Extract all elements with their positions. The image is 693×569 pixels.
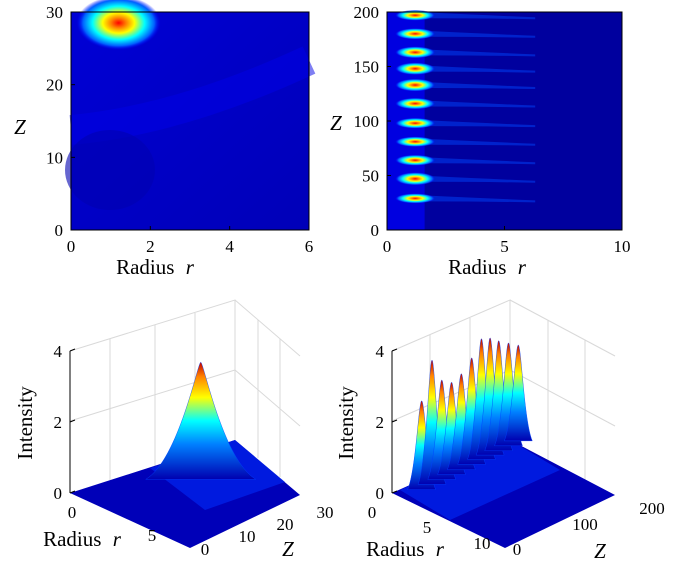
surface-floor-ridge — [400, 440, 560, 520]
heatmap-peak — [395, 62, 436, 75]
heatmap-fringe — [423, 120, 536, 128]
surface-peak — [145, 361, 257, 480]
heatmap-peak — [395, 28, 436, 40]
heatmap-fringe — [423, 100, 536, 108]
x-tick-label: 4 — [225, 237, 234, 256]
heatmap-peak — [395, 97, 436, 110]
z-depth-label: Z — [594, 539, 606, 563]
surface-bottom-right: 0 2 4 0 5 10 0 100 200 Intensity Radius r Z — [334, 299, 665, 563]
z-depth-tick-label: 0 — [513, 540, 522, 559]
z-tick-label: 2 — [54, 413, 63, 432]
surface-peak — [503, 344, 533, 442]
z-depth-tick-label: 100 — [572, 515, 598, 534]
heatmap-fringe — [423, 65, 536, 73]
x-tick-label: 2 — [146, 237, 155, 256]
x-tick-label: 0 — [383, 237, 392, 256]
heatmap-peak — [395, 193, 436, 204]
r-tick-label: 10 — [474, 534, 491, 553]
x-tick-label: 10 — [614, 237, 631, 256]
heatmap-peak — [395, 46, 436, 59]
heatmap-frame — [70, 11, 310, 231]
z-depth-tick-label: 10 — [239, 527, 256, 546]
heatmap-fringe — [423, 49, 536, 57]
y-tick-label: 100 — [354, 112, 380, 131]
z-tick-label: 0 — [376, 484, 385, 503]
heatmap-fringe — [423, 12, 536, 20]
z-depth-tick-label: 0 — [201, 540, 210, 559]
heatmap-peak — [395, 154, 436, 166]
heatmap-peak — [395, 136, 436, 147]
x-tick-label: 0 — [67, 237, 76, 256]
y-tick-label: 150 — [354, 58, 380, 77]
y-tick-label: 0 — [371, 221, 380, 240]
intensity-axis-label: Intensity — [13, 386, 37, 460]
x-tick-label: 5 — [500, 237, 509, 256]
heatmap-peak — [395, 117, 436, 129]
y-axis-label: Z — [14, 115, 26, 139]
y-tick-label: 20 — [46, 76, 63, 95]
x-axis-label: Radius r — [366, 537, 445, 561]
z-tick-label: 0 — [54, 484, 63, 503]
z-tick-mark — [69, 348, 76, 352]
z-tick-mark — [391, 490, 398, 494]
heatmap-peak — [395, 78, 436, 92]
y-tick-label: 0 — [55, 221, 64, 240]
heatmap-fringe — [423, 30, 536, 38]
x-axis-label: Radius r — [116, 255, 195, 279]
z-tick-mark — [391, 348, 398, 352]
heatmap-shadow — [65, 130, 155, 210]
z-tick-mark — [391, 419, 398, 423]
y-axis-label: Z — [330, 111, 342, 135]
z-tick-mark — [69, 419, 76, 423]
x-axis-label: Radius r — [43, 527, 122, 551]
z-tick-mark — [69, 490, 76, 494]
z-tick-label: 2 — [376, 413, 385, 432]
y-tick-label: 10 — [46, 148, 63, 167]
heatmap-peak — [395, 9, 436, 21]
heatmap-fringe — [423, 195, 536, 203]
z-depth-tick-label: 30 — [317, 503, 334, 522]
y-tick-label: 200 — [354, 3, 380, 22]
heatmap-top-left: 0 2 4 6 0 10 20 30 Radius r Z — [14, 0, 316, 279]
heatmap-top-right: 0 5 10 0 50 100 150 200 Radius r Z — [330, 3, 630, 279]
intensity-axis-label: Intensity — [334, 386, 358, 460]
y-tick-label: 30 — [46, 3, 63, 22]
x-axis-label: Radius r — [448, 255, 527, 279]
surface-bottom-left: 0 2 4 0 5 0 10 20 30 Intensity Radius r Z — [13, 299, 334, 561]
z-depth-label: Z — [282, 537, 294, 561]
r-tick-label: 0 — [368, 503, 377, 522]
z-depth-tick-label: 200 — [639, 499, 665, 518]
y-tick-label: 50 — [362, 167, 379, 186]
x-tick-label: 6 — [305, 237, 314, 256]
heatmap-band — [69, 46, 316, 145]
heatmap-fringe — [423, 138, 536, 146]
r-tick-label: 5 — [148, 526, 157, 545]
heatmap-fringe — [423, 82, 536, 90]
z-tick-label: 4 — [376, 342, 385, 361]
z-depth-tick-label: 20 — [277, 515, 294, 534]
z-tick-label: 4 — [54, 342, 63, 361]
heatmap-fringe — [423, 175, 536, 183]
r-tick-label: 0 — [68, 503, 77, 522]
heatmap-fringe — [423, 157, 536, 165]
r-tick-label: 5 — [423, 518, 432, 537]
heatmap-peak — [395, 172, 436, 186]
